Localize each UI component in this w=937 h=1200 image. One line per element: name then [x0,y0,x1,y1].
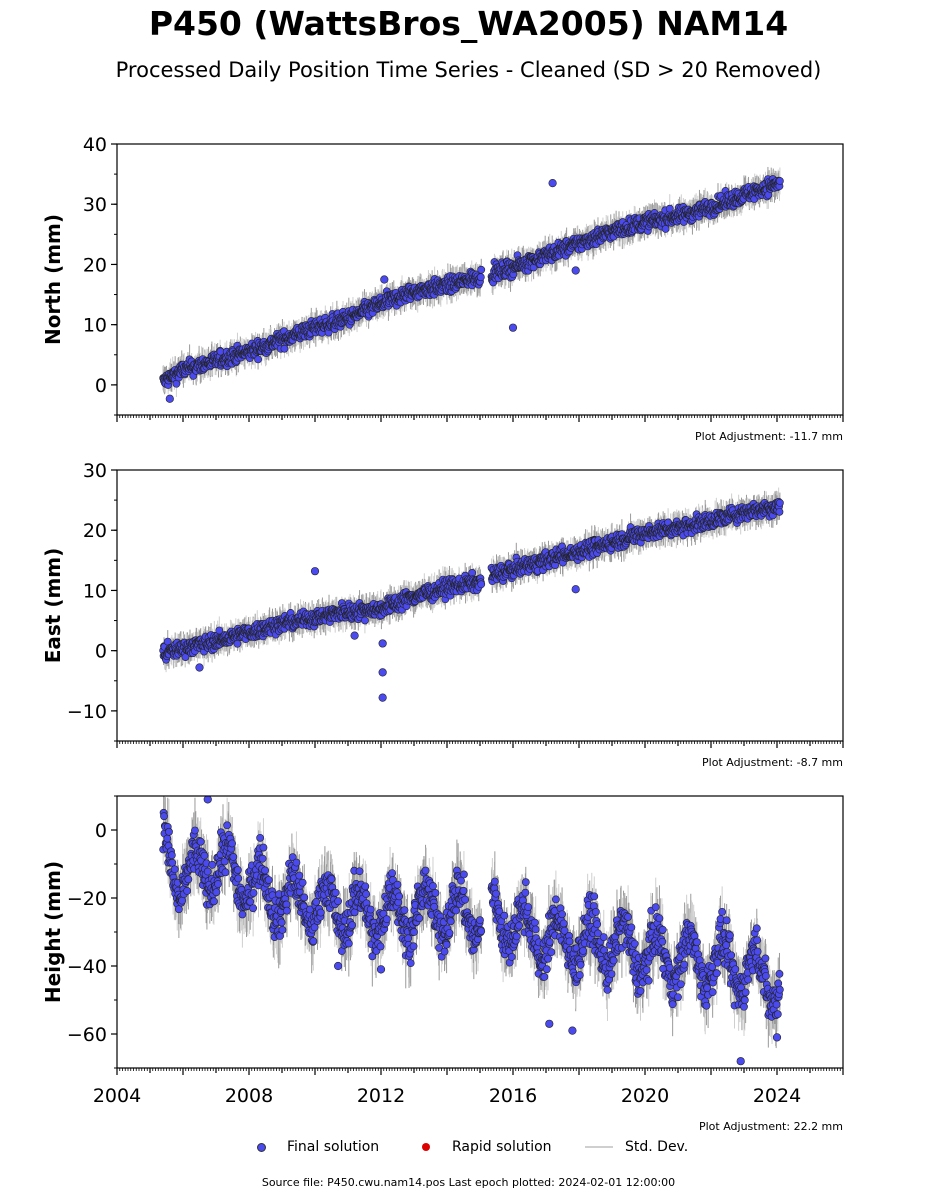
outlier-point [380,275,389,284]
series-0 [159,166,784,403]
outlier-point [548,179,557,188]
y-axis-label: North (mm) [41,214,65,345]
y-tick-label: 10 [83,315,107,337]
chart-subtitle: Processed Daily Position Time Series - C… [115,58,822,82]
chart-title: P450 (WattsBros_WA2005) NAM14 [148,4,789,43]
data-point [665,204,674,213]
y-tick-label: 30 [83,194,107,216]
data-point [476,273,485,282]
data-point [254,355,262,364]
outlier-point [571,266,580,275]
plot-adjustment-label: Plot Adjustment: -11.7 mm [695,430,843,443]
data-point [215,626,224,635]
data-point [280,344,289,353]
outlier-point [165,394,174,403]
y-tick-label: 20 [83,254,107,276]
y-tick-label: 40 [83,134,107,156]
y-tick-label: 0 [95,375,107,397]
outlier-point [508,323,518,332]
data-point [661,225,670,233]
data-point [775,177,784,185]
series-1 [159,487,784,702]
data-point [477,265,486,274]
